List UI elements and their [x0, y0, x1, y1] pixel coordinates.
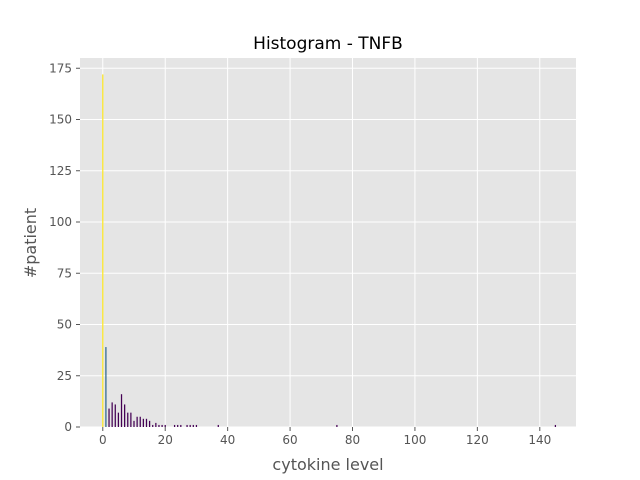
histogram-bar [192, 424, 194, 427]
histogram-bar [145, 418, 148, 427]
y-axis-label: #patient [21, 208, 40, 278]
histogram-bar [177, 424, 179, 427]
histogram-bar [180, 424, 182, 427]
bars [102, 74, 557, 428]
x-tick-label: 140 [528, 433, 551, 447]
histogram-bar [148, 420, 151, 427]
histogram-bar [152, 424, 154, 427]
chart-title: Histogram - TNFB [253, 34, 403, 54]
plot-background [80, 58, 576, 427]
grid-lines [80, 58, 576, 428]
histogram-bar [173, 424, 176, 427]
x-tick-label: 80 [345, 433, 360, 447]
histogram-bar [127, 412, 129, 427]
y-tick-label: 75 [57, 266, 72, 280]
histogram-bar [142, 418, 144, 427]
x-tick-label: 100 [403, 433, 426, 447]
y-tick-label: 175 [49, 61, 72, 75]
histogram-bar [124, 404, 126, 427]
y-axis-ticks: 0 25 50 75 100 125 150 175 [49, 61, 80, 434]
histogram-bar [189, 424, 191, 427]
histogram-bar [117, 412, 120, 427]
y-tick-label: 125 [49, 164, 72, 178]
x-axis-ticks: 0 20 40 60 80 100 120 140 [99, 427, 551, 447]
histogram-bar [195, 424, 198, 427]
histogram-bar [136, 416, 138, 427]
y-tick-label: 25 [57, 369, 72, 383]
histogram-bar [114, 404, 116, 427]
histogram-bar [133, 420, 135, 427]
y-tick-label: 150 [49, 113, 72, 127]
x-tick-label: 120 [466, 433, 489, 447]
histogram-bar [217, 424, 219, 427]
histogram-bar [554, 424, 557, 427]
y-tick-label: 0 [64, 420, 72, 434]
histogram-bar [161, 424, 163, 427]
y-tick-label: 100 [49, 215, 72, 229]
x-tick-label: 40 [220, 433, 235, 447]
histogram-bar [336, 424, 338, 427]
histogram-bar [102, 74, 104, 428]
histogram-bar [164, 424, 166, 427]
x-axis-label: cytokine level [272, 455, 383, 474]
histogram-bar [105, 347, 107, 427]
x-tick-label: 60 [282, 433, 297, 447]
histogram-bar [130, 412, 132, 427]
histogram-bar [111, 402, 113, 427]
histogram-bar [139, 416, 141, 427]
y-tick-label: 50 [57, 318, 72, 332]
histogram-bar [108, 408, 110, 427]
histogram-bar [155, 422, 157, 427]
x-tick-label: 20 [158, 433, 173, 447]
x-tick-label: 0 [99, 433, 107, 447]
histogram-bar [186, 424, 188, 427]
histogram-bar [120, 394, 123, 427]
histogram-bar [158, 424, 160, 427]
